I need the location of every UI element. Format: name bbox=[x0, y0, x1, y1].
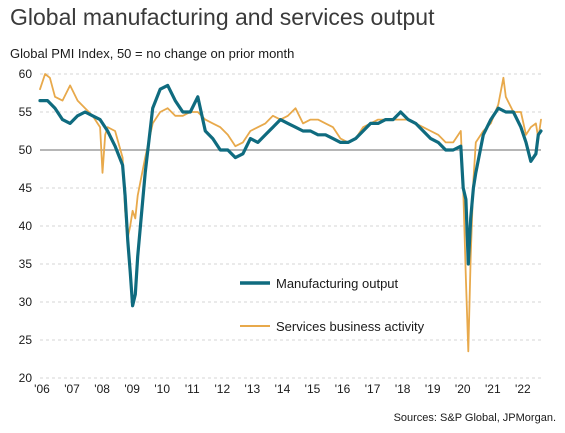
x-tick-label: '22 bbox=[515, 382, 531, 396]
series-manufacturing-line bbox=[38, 83, 543, 308]
x-tick-label: '08 bbox=[94, 382, 110, 396]
chart-subtitle: Global PMI Index, 50 = no change on prio… bbox=[10, 46, 295, 61]
x-axis-ticks: '06 '07 '08 '09 '10 '11 '12 '13 '14 '15 '16 '17 '18 '… bbox=[34, 382, 531, 396]
x-tick-label: '11 bbox=[185, 382, 200, 396]
y-tick-label: 50 bbox=[19, 143, 33, 157]
x-tick-label: '14 bbox=[275, 382, 291, 396]
x-tick-label: '20 bbox=[455, 382, 471, 396]
x-tick-label: '10 bbox=[154, 382, 170, 396]
x-tick-label: '17 bbox=[365, 382, 381, 396]
x-tick-label: '06 bbox=[34, 382, 50, 396]
x-tick-label: '12 bbox=[215, 382, 231, 396]
x-tick-label: '09 bbox=[124, 382, 140, 396]
source-note: Sources: S&P Global, JPMorgan. bbox=[393, 412, 556, 424]
y-tick-label: 35 bbox=[19, 257, 33, 271]
y-tick-label: 60 bbox=[19, 67, 33, 81]
x-tick-label: '21 bbox=[485, 382, 501, 396]
y-tick-label: 25 bbox=[19, 333, 33, 347]
y-tick-label: 55 bbox=[19, 105, 33, 119]
x-tick-label: '18 bbox=[395, 382, 411, 396]
y-tick-label: 40 bbox=[19, 219, 33, 233]
y-tick-label: 20 bbox=[19, 371, 33, 385]
legend: Manufacturing output Services business a… bbox=[240, 276, 425, 334]
x-tick-label: '16 bbox=[335, 382, 351, 396]
x-tick-label: '07 bbox=[64, 382, 80, 396]
y-tick-label: 45 bbox=[19, 181, 33, 195]
series-layer bbox=[38, 73, 543, 353]
y-tick-label: 30 bbox=[19, 295, 33, 309]
chart-title: Global manufacturing and services output bbox=[10, 4, 435, 30]
legend-label-services: Services business activity bbox=[276, 319, 425, 334]
y-axis-ticks: 20 25 30 35 40 45 50 55 60 bbox=[19, 67, 33, 385]
x-tick-label: '13 bbox=[245, 382, 261, 396]
x-tick-label: '15 bbox=[305, 382, 321, 396]
legend-label-manufacturing: Manufacturing output bbox=[276, 276, 399, 291]
x-tick-label: '19 bbox=[425, 382, 441, 396]
